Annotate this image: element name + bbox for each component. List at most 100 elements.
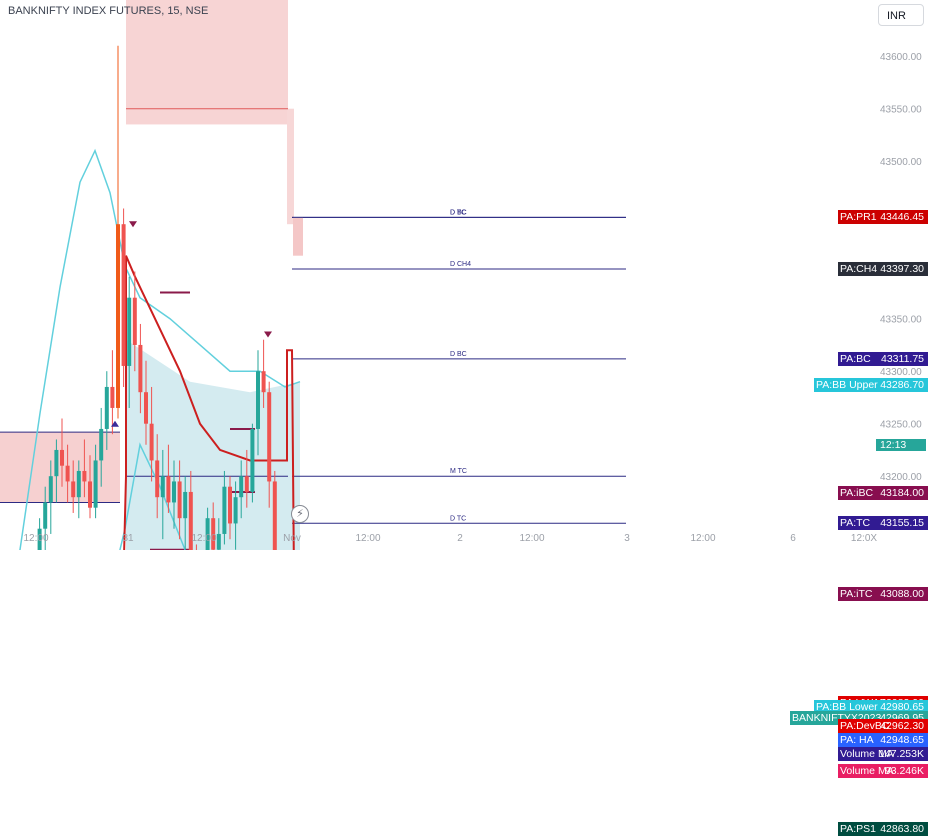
candle-body <box>261 371 266 393</box>
price-label: PA:BC 43311.75 <box>838 352 928 366</box>
y-tick-label: 43500.00 <box>880 157 922 168</box>
candle-body <box>267 392 272 482</box>
level-label: D TC <box>450 209 466 216</box>
candle-body <box>71 481 76 498</box>
candle-body <box>222 486 227 534</box>
candle-body <box>149 423 154 461</box>
price-label-value: 93.246K <box>884 765 924 777</box>
candle-body <box>54 449 59 477</box>
price-label-value: 42863.80 <box>880 823 924 835</box>
price-label-name: PA:iBC <box>840 487 874 499</box>
price-label: PA:CH4 43397.30 <box>838 262 928 276</box>
candle-body <box>93 460 98 508</box>
x-tick-label: 6 <box>790 533 796 544</box>
candle-body <box>160 476 165 498</box>
y-tick-label: 43350.00 <box>880 315 922 326</box>
price-label-value: 43155.15 <box>880 517 924 529</box>
candle-body <box>132 297 137 345</box>
price-label-value: 42948.65 <box>880 734 924 746</box>
price-label: PA:PR1 43446.45 <box>838 210 928 224</box>
level-label: D BC <box>450 351 467 358</box>
price-label-name: PA:BC <box>840 353 871 365</box>
candle-body <box>76 470 81 498</box>
price-label: PA: HA 42948.65 <box>838 733 928 747</box>
x-tick-label: 31 <box>122 533 134 544</box>
level-label: D CH4 <box>450 261 471 268</box>
x-tick-label: 3 <box>624 533 630 544</box>
signal-triangle <box>111 420 119 427</box>
price-label-value: 43397.30 <box>880 263 924 275</box>
currency-selector[interactable]: INR <box>878 4 924 26</box>
price-label-name: PA:BB Upper <box>816 379 878 391</box>
price-label-value: 43286.70 <box>880 379 924 391</box>
candle-body <box>272 481 277 550</box>
price-label-name: PA:PS1 <box>840 823 876 835</box>
candle-body <box>99 428 104 461</box>
price-label: Volume MA 147.253K <box>838 747 928 761</box>
bar-countdown: 12:13 <box>876 439 926 451</box>
y-tick-label: 43300.00 <box>880 367 922 378</box>
candle-body <box>155 460 160 498</box>
x-tick-label: 12:00 <box>191 533 216 544</box>
x-tick-label: Nov <box>283 533 301 544</box>
x-tick-label: 12:0X <box>851 533 877 544</box>
price-label-value: 147.253K <box>879 748 924 760</box>
lightning-icon[interactable]: ⚡ <box>291 505 309 523</box>
price-label-value: 43311.75 <box>880 353 924 365</box>
candle-body <box>104 386 109 429</box>
x-tick-label: 12:00 <box>690 533 715 544</box>
bb-lower-band <box>119 442 186 550</box>
candle-body <box>228 486 232 524</box>
x-tick-label: 12:00 <box>519 533 544 544</box>
candle-body <box>65 465 70 482</box>
pr-zone <box>293 217 303 256</box>
price-label-name: PA:CH4 <box>840 263 878 275</box>
candle-body <box>88 481 92 508</box>
candle-body <box>205 518 210 550</box>
candle-body <box>127 297 132 366</box>
candle-body <box>244 476 249 492</box>
candle-body <box>116 224 120 408</box>
candle-body <box>211 518 216 550</box>
candle-body <box>43 502 48 529</box>
candle-body <box>239 476 244 498</box>
x-tick-label: 2 <box>457 533 463 544</box>
price-label: PA:DevBC 42962.30 <box>838 719 928 733</box>
symbol-title: BANKNIFTY INDEX FUTURES, 15, NSE <box>8 5 209 17</box>
price-label-name: PA: HA <box>840 734 874 746</box>
candle-body <box>121 224 126 366</box>
price-label-value: 43184.00 <box>880 487 924 499</box>
resistance-zone <box>126 0 288 125</box>
candle-body <box>216 533 221 550</box>
price-label-name: PA:TC <box>840 517 871 529</box>
price-label-value: 42962.30 <box>880 720 924 732</box>
y-tick-label: 43200.00 <box>880 472 922 483</box>
candle-body <box>144 392 148 424</box>
candle-body <box>183 491 188 519</box>
price-label: PA:iTC 43088.00 <box>838 587 928 601</box>
candle-body <box>37 528 42 550</box>
candle-body <box>188 491 193 550</box>
resistance-zone-tail <box>287 108 294 225</box>
level-label: D TC <box>450 515 466 522</box>
x-tick-label: 12:00 <box>23 533 48 544</box>
candle-body <box>166 476 171 503</box>
level-label: D BC <box>450 209 467 216</box>
candle-body <box>138 344 143 393</box>
candle-body <box>256 371 260 429</box>
price-label-name: PA:iTC <box>840 588 873 600</box>
candle-body <box>233 497 238 524</box>
vwap-line <box>123 255 295 550</box>
price-label: PA:PS1 42863.80 <box>838 822 928 836</box>
price-label: Volume MA 93.246K <box>838 764 928 778</box>
level-label: M TC <box>450 468 467 475</box>
price-label: PA:TC 43155.15 <box>838 516 928 530</box>
x-tick-label: 12:00 <box>355 533 380 544</box>
candle-body <box>48 476 53 503</box>
price-label: PA:BB Upper 43286.70 <box>814 378 928 392</box>
candle-body <box>177 481 182 519</box>
price-label: PA:iBC 43184.00 <box>838 486 928 500</box>
candle-body <box>172 481 176 503</box>
